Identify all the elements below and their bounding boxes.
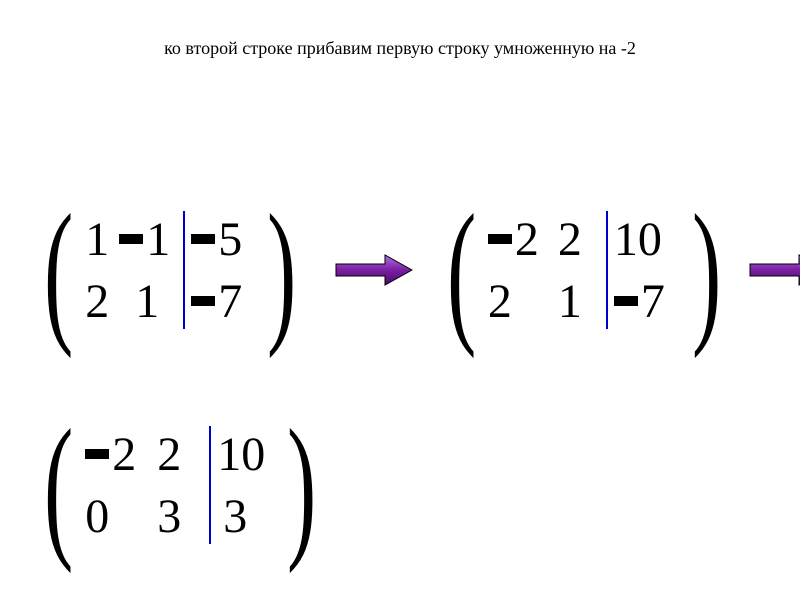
neg-bar	[119, 234, 143, 244]
m3-r1c2: 2	[157, 427, 203, 482]
m1-r1c2-val: 1	[146, 212, 170, 267]
neg-bar	[85, 449, 109, 459]
neg-bar	[614, 296, 638, 306]
m3-r1c3: 10	[217, 427, 275, 482]
m3-r2c1: 0	[85, 489, 157, 544]
paren-left: (	[44, 190, 73, 350]
matrix-3-body: 2 2 0 3 10 3	[85, 423, 275, 547]
m2-r2c1: 2	[488, 274, 558, 329]
m1-r1c1: 1	[85, 212, 119, 267]
m1-r1c3: 5	[191, 212, 255, 267]
paren-right: )	[287, 405, 316, 565]
paren-right: )	[267, 190, 296, 350]
m2-r1c1-val: 2	[515, 212, 539, 267]
m1-r2c3: 7	[191, 274, 255, 329]
aug-bar	[183, 211, 185, 329]
m2-r1c1: 2	[488, 212, 558, 267]
m1-r1c3-val: 5	[218, 212, 242, 267]
neg-bar	[191, 234, 215, 244]
matrix-3: ( 2 2 0 3 10 3 )	[32, 405, 329, 565]
m3-r1c1-val: 2	[112, 427, 136, 482]
matrix-1-body: 1 1 2 1 5 7	[85, 208, 255, 332]
m1-r2c1: 2	[85, 274, 119, 329]
m2-r2c3-val: 7	[641, 274, 665, 329]
caption-text: ко второй строке прибавим первую строку …	[0, 38, 800, 59]
paren-left: (	[44, 405, 73, 565]
paren-right: )	[692, 190, 721, 350]
neg-bar	[488, 234, 512, 244]
matrix-row-2: ( 2 2 0 3 10 3 )	[32, 405, 329, 565]
matrix-2-body: 2 2 2 1 10 7	[488, 208, 680, 332]
matrix-1: ( 1 1 2 1 5 7 )	[32, 190, 309, 350]
matrix-2: ( 2 2 2 1 10 7 )	[435, 190, 734, 350]
arrow-2	[749, 254, 800, 286]
m2-r2c2: 1	[558, 274, 600, 329]
matrix-row-1: ( 1 1 2 1 5 7 )	[32, 190, 800, 350]
m2-r1c2: 2	[558, 212, 600, 267]
paren-left: (	[447, 190, 476, 350]
aug-bar	[209, 426, 211, 544]
m2-r1c3: 10	[614, 212, 680, 267]
m1-r2c2: 1	[119, 274, 177, 329]
neg-bar	[191, 296, 215, 306]
m1-r1c2: 1	[119, 212, 177, 267]
aug-bar	[606, 211, 608, 329]
m3-r2c2: 3	[157, 489, 203, 544]
m2-r2c3: 7	[614, 274, 680, 329]
m3-r2c3: 3	[217, 489, 275, 544]
arrow-1	[335, 254, 413, 286]
m3-r1c1: 2	[85, 427, 157, 482]
m1-r2c3-val: 7	[218, 274, 242, 329]
